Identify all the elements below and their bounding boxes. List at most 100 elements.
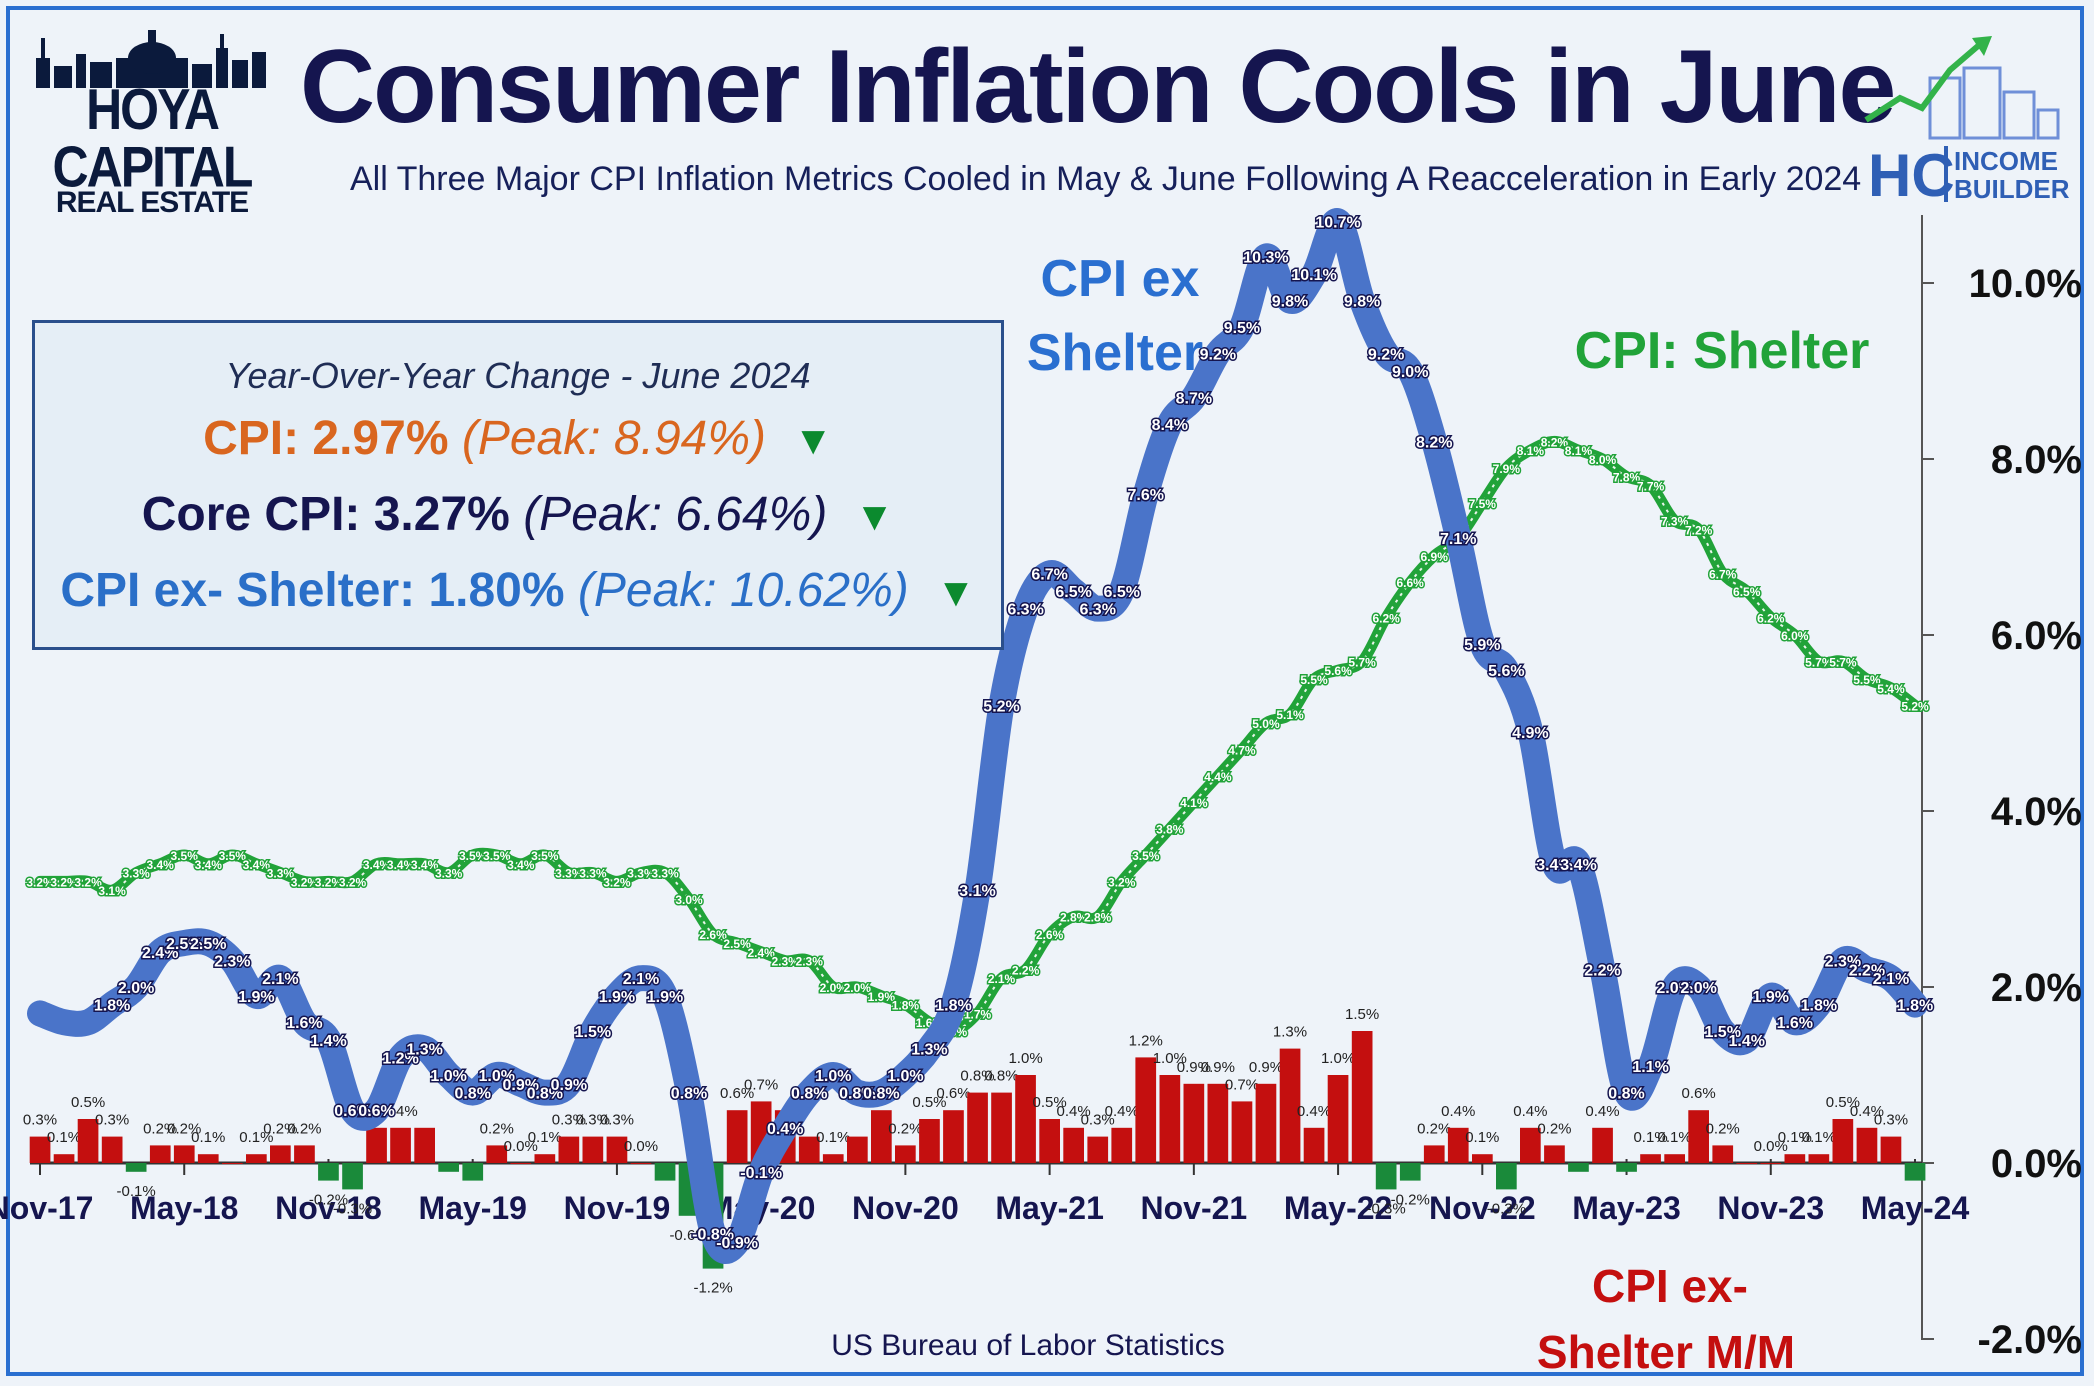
ex-shelter-data-label: 6.7% [1031, 566, 1067, 583]
bar [1904, 1163, 1926, 1181]
ex-shelter-data-label: 1.8% [935, 998, 971, 1015]
hoya-capital-logo: HOYA CAPITAL REAL ESTATE [22, 28, 282, 218]
bar-data-label: 0.5% [71, 1094, 105, 1111]
bar [1087, 1136, 1109, 1163]
bar-data-label: 0.3% [576, 1112, 610, 1129]
shelter-data-label: 2.0% [844, 981, 872, 995]
bar-data-label: 0.0% [624, 1138, 658, 1155]
brand-right-line2: BUILDER [1954, 174, 2070, 204]
bar [1880, 1136, 1902, 1163]
bar [438, 1163, 459, 1172]
ex-shelter-data-label: 2.4% [142, 945, 178, 962]
bar [29, 1136, 51, 1163]
x-tick-label: May-24 [1861, 1190, 1970, 1226]
shelter-data-label: 3.4% [195, 858, 223, 872]
bar [1520, 1127, 1541, 1163]
bar-data-label: 0.3% [95, 1112, 129, 1129]
bar [1135, 1057, 1157, 1163]
bar-data-label: 0.0% [1754, 1138, 1788, 1155]
bar-data-label: -0.6% [669, 1227, 708, 1244]
yoy-summary-box: Year-Over-Year Change - June 2024 CPI: 2… [32, 320, 1004, 650]
bar [486, 1145, 508, 1163]
bar [654, 1163, 676, 1181]
bar-data-label: 0.6% [936, 1085, 970, 1102]
line-series-cpi-shelter: 3.2%3.2%3.2%3.1%3.3%3.4%3.5%3.4%3.5%3.4%… [25, 434, 1931, 1041]
bar [1231, 1101, 1253, 1163]
shelter-data-label: 3.4% [243, 858, 271, 872]
x-tick-label: May-21 [995, 1190, 1104, 1226]
bar-data-label: 0.5% [1826, 1094, 1860, 1111]
ex-shelter-data-label: 0.8% [863, 1086, 899, 1103]
bar-data-label: 0.2% [480, 1120, 514, 1137]
bar [606, 1136, 628, 1163]
shelter-data-label: 3.3% [435, 867, 463, 881]
ex-shelter-data-label: 10.7% [1315, 214, 1360, 231]
x-tick-label: May-23 [1572, 1190, 1681, 1226]
shelter-data-label: 3.1% [98, 884, 126, 898]
bar [390, 1127, 411, 1163]
ex-shelter-data-label: 2.1% [623, 971, 659, 988]
bar-data-label: 0.5% [1033, 1094, 1067, 1111]
ex-shelter-data-label: 9.2% [1200, 346, 1236, 363]
bar-data-label: -0.3% [1487, 1200, 1526, 1217]
bar [1279, 1048, 1301, 1163]
ex-shelter-data-label: 9.2% [1368, 346, 1404, 363]
bar-data-label: 0.4% [1057, 1103, 1091, 1120]
bar [246, 1154, 267, 1163]
shelter-data-label: 2.6% [699, 928, 727, 942]
ex-shelter-data-label: 6.3% [1079, 602, 1115, 619]
y-tick-label: 2.0% [1991, 966, 2082, 1010]
ex-shelter-data-label: 1.5% [1704, 1024, 1740, 1041]
shelter-data-label: 2.3% [772, 955, 800, 969]
ex-shelter-data-label: 1.9% [1753, 989, 1789, 1006]
bar [822, 1154, 844, 1163]
shelter-data-label: 3.2% [315, 875, 343, 889]
x-tick-label: Nov-18 [275, 1190, 382, 1226]
ex-shelter-data-label: 1.9% [599, 989, 635, 1006]
x-tick-label: Nov-20 [852, 1190, 959, 1226]
bar-data-label: 0.2% [888, 1120, 922, 1137]
shelter-data-label: 6.2% [1372, 611, 1400, 625]
bar-data-label: 0.9% [1201, 1059, 1235, 1076]
ex-shelter-data-label: 1.0% [478, 1068, 514, 1085]
shelter-data-label: 7.9% [1493, 462, 1521, 476]
bar [943, 1110, 964, 1163]
ex-shelter-data-label: 7.1% [1440, 531, 1476, 548]
shelter-data-label: 2.8% [1084, 911, 1112, 925]
ex-shelter-data-label: 9.0% [1392, 364, 1428, 381]
bar [1832, 1119, 1854, 1163]
bar-data-label: 0.2% [1417, 1120, 1451, 1137]
bar [1736, 1163, 1758, 1164]
bar-data-label: 1.2% [1129, 1032, 1163, 1049]
shelter-data-label: 3.5% [219, 849, 247, 863]
ex-shelter-data-label: 1.4% [1728, 1033, 1764, 1050]
shelter-data-label: 7.2% [1685, 523, 1713, 537]
x-tick-label: Nov-19 [564, 1190, 671, 1226]
bar-data-label: 0.3% [1081, 1112, 1115, 1129]
bar [558, 1136, 580, 1163]
y-tick-label: 10.0% [1969, 262, 2082, 306]
bar-data-label: 0.2% [167, 1120, 201, 1137]
x-tick-label: May-18 [130, 1190, 239, 1226]
bar [1592, 1127, 1613, 1163]
ex-shelter-data-label: 3.1% [959, 883, 995, 900]
ex-shelter-data-label: 1.0% [887, 1068, 923, 1085]
series-label-cpi-ex-shelter-line2: Shelter [1027, 324, 1203, 382]
summary-heading: Year-Over-Year Change - June 2024 [225, 355, 811, 396]
bar [1496, 1163, 1517, 1190]
summary-cpi-ex-shelter-peak: (Peak: 10.62%) [577, 564, 909, 617]
ex-shelter-data-label: -0.9% [716, 1235, 758, 1252]
shelter-data-label: 5.6% [1324, 664, 1352, 678]
bar [414, 1127, 435, 1163]
bar [1688, 1110, 1709, 1163]
bar [1544, 1145, 1565, 1163]
bar [1616, 1163, 1637, 1172]
summary-core-cpi-peak: (Peak: 6.64%) [523, 488, 828, 541]
ex-shelter-data-label: 2.0% [118, 980, 154, 997]
shelter-data-label: 3.2% [74, 875, 102, 889]
bar-data-label: 0.4% [1850, 1103, 1884, 1120]
y-tick-label: 8.0% [1991, 438, 2082, 482]
y-tick-label: 6.0% [1991, 614, 2082, 658]
shelter-data-label: 2.6% [1036, 928, 1064, 942]
bar-data-label: 0.1% [1778, 1129, 1812, 1146]
